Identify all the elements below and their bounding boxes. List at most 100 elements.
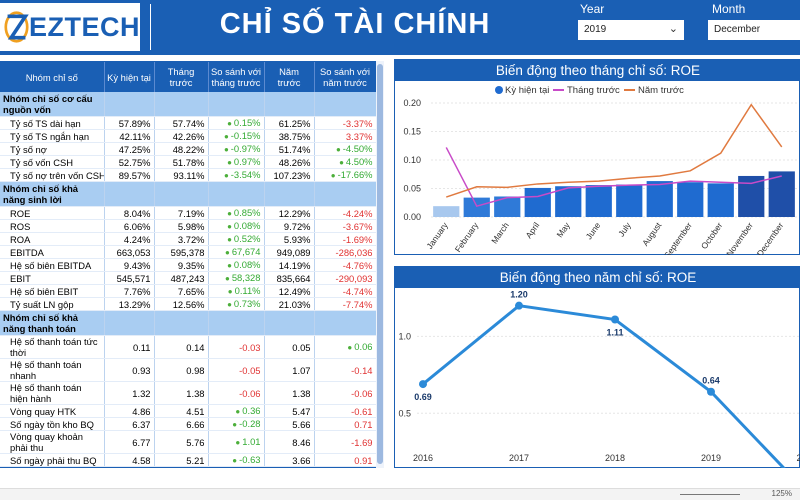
table-cell-prev: 57.74% xyxy=(154,116,209,130)
table-row: Tỷ số nợ 47.25% 48.22% ● -0.97% 51.74% ● -4.50% xyxy=(0,142,377,156)
column-header[interactable]: Năm trước xyxy=(264,62,315,92)
yearly-chart: 0.51.00.6920161.2020171.1120180.6420190.… xyxy=(398,290,800,468)
header-divider xyxy=(150,4,151,50)
table-row: ROS 6.06% 5.98% ● 0.08% 9.72% -3.67% xyxy=(0,219,377,233)
data-label: 0.69 xyxy=(414,392,432,402)
legend-label[interactable]: Kỳ hiện tại xyxy=(505,85,549,96)
indicator-icon: ● xyxy=(235,407,241,416)
y-tick-label: 0.15 xyxy=(403,127,421,137)
table-cell-name: Tỷ số TS ngắn hạn xyxy=(0,129,105,143)
bar[interactable] xyxy=(585,185,612,217)
section-filler xyxy=(154,310,209,336)
cell-value: 7.76% xyxy=(123,285,151,297)
bar[interactable] xyxy=(768,171,795,217)
section-label: Nhóm chỉ số khả năng thanh toán xyxy=(0,310,105,336)
data-point[interactable] xyxy=(515,301,523,310)
cell-value: 48.26% xyxy=(278,156,311,168)
column-header[interactable]: Nhóm chỉ số xyxy=(0,62,105,92)
column-header[interactable]: So sánh với năm trước xyxy=(314,62,377,92)
cell-value: 0.91 xyxy=(354,454,373,466)
cell-value: Tỷ số nợ xyxy=(10,143,47,155)
cell-value: 8.46 xyxy=(292,436,311,448)
table-row: Số ngày tồn kho BQ 6.37 6.66 ● -0.28 5.66 0.71 xyxy=(0,417,377,431)
series-line-2[interactable] xyxy=(446,103,783,198)
table-row: EBIT 545,571 487,243 ● 58,328 835,664 -290,093 xyxy=(0,271,377,285)
table-cell-name: Tỷ số vốn CSH xyxy=(0,155,105,169)
cell-value: 38.75% xyxy=(278,130,311,142)
bar[interactable] xyxy=(646,181,673,217)
x-tick-label: 2019 xyxy=(701,453,721,463)
chevron-down-icon[interactable]: ⌄ xyxy=(668,23,678,35)
cell-value: 3.72% xyxy=(177,233,205,245)
table-cell-prev: 595,378 xyxy=(154,245,209,259)
cell-value: Hệ số biên EBITDA xyxy=(10,259,92,271)
data-point[interactable] xyxy=(611,315,619,324)
data-point[interactable] xyxy=(707,387,715,396)
cell-value: Tỷ suất LN gộp xyxy=(10,298,74,310)
cell-value: 6.77 xyxy=(132,436,151,448)
table-cell-py: 6.69 xyxy=(264,466,315,467)
bar[interactable] xyxy=(738,175,765,217)
x-tick-label: April xyxy=(523,220,541,240)
table-cell-cmpm: ● 0.36 xyxy=(208,404,265,418)
x-tick-label: 2017 xyxy=(509,453,529,463)
cell-value: -0.14 xyxy=(351,364,373,376)
cell-value: 1.07 xyxy=(292,364,311,376)
table-row: EBITDA 663,053 595,378 ● 67,674 949,089 -286,0… xyxy=(0,245,377,259)
bar[interactable] xyxy=(524,187,551,217)
section-label: Nhóm chỉ số cơ cấu nguồn vốn xyxy=(0,92,105,117)
legend-label[interactable]: Năm trước xyxy=(638,85,684,96)
table-cell-cmpm: ● 0.85% xyxy=(208,206,265,220)
bar[interactable] xyxy=(494,196,521,217)
y-tick-label: 0.20 xyxy=(403,98,421,108)
section-filler xyxy=(104,181,155,207)
series-line-1[interactable] xyxy=(445,147,782,208)
x-tick-label: October xyxy=(699,220,725,251)
table-cell-name: Số ngày tồn kho BQ xyxy=(0,417,105,431)
table-cell-cmpm: ● 58,328 xyxy=(208,271,265,285)
legend-marker-icon xyxy=(495,86,503,94)
table-cell-prev: 7.65% xyxy=(154,284,209,298)
legend-label[interactable]: Tháng trước xyxy=(567,85,620,96)
bar[interactable] xyxy=(677,182,704,217)
table-cell-cur: 4.58 xyxy=(104,453,155,467)
x-tick-label: June xyxy=(584,220,603,241)
cell-value: -3.67% xyxy=(342,220,373,232)
table-cell-name: Vòng quay HTK xyxy=(0,404,105,418)
table-cell-py: 1.07 xyxy=(264,358,315,382)
bar[interactable] xyxy=(616,184,643,217)
cell-value: -0.15% xyxy=(230,130,261,141)
column-header[interactable]: Tháng trước xyxy=(154,62,209,92)
table-cell-name: Hệ số thanh toán hiện hành xyxy=(0,381,105,405)
cell-value: -0.28 xyxy=(239,418,261,429)
cell-value: EBIT xyxy=(10,272,31,284)
section-filler xyxy=(208,310,265,336)
cell-value: -0.06 xyxy=(239,387,261,399)
bar[interactable] xyxy=(433,206,460,217)
zoom-slider[interactable] xyxy=(680,494,740,495)
table-cell-prev: 12.56% xyxy=(154,297,209,311)
table-scroll-thumb[interactable] xyxy=(377,64,383,464)
cell-value: Vòng quay khoản phải trả xyxy=(10,467,83,468)
month-select[interactable]: December xyxy=(708,20,800,40)
indicator-icon: ● xyxy=(227,235,232,244)
table-cell-prev: 9.35% xyxy=(154,258,209,272)
table-cell-cmpy: ● 0.06 xyxy=(314,335,377,359)
bar[interactable] xyxy=(707,183,734,217)
data-point[interactable] xyxy=(419,380,427,389)
cell-value: 93.11% xyxy=(173,169,205,181)
column-header[interactable]: Kỳ hiện tại xyxy=(104,62,155,92)
table-cell-cur: 52.75% xyxy=(104,155,155,169)
x-tick-label: December xyxy=(755,220,786,255)
table-cell-cur: 89.57% xyxy=(104,168,155,182)
year-select[interactable]: 2019 ⌄ xyxy=(578,20,684,40)
table-cell-py: 21.03% xyxy=(264,297,315,311)
column-header[interactable]: So sánh với tháng trước xyxy=(208,62,265,92)
table-cell-cmpm: ● 0.15% xyxy=(208,116,265,130)
cell-value: 5.76 xyxy=(186,436,205,448)
bar[interactable] xyxy=(463,197,490,217)
table-cell-py: 5.93% xyxy=(264,232,315,246)
cell-value: -4.50% xyxy=(342,143,373,154)
table-cell-name: Hệ số thanh toán tức thời xyxy=(0,335,105,359)
bar[interactable] xyxy=(555,186,582,217)
